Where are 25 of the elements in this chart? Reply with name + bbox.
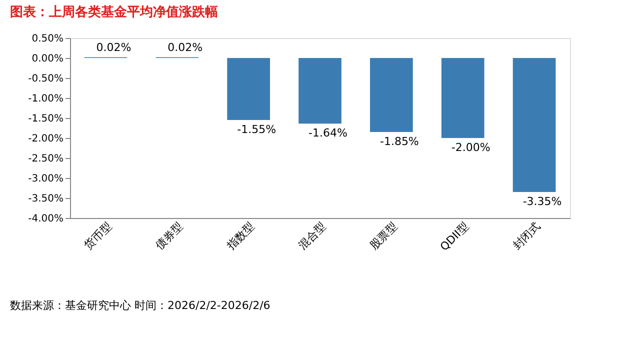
source-note: 数据来源：基金研究中心 时间：2026/2/2-2026/2/6 [10, 299, 270, 312]
data-label: -3.35% [522, 195, 562, 208]
x-tick-label: 混合型 [296, 220, 328, 252]
chart-title: 图表：上周各类基金平均净值涨跌幅 [10, 5, 218, 20]
data-label: -2.00% [451, 141, 490, 154]
x-tick-label: 指数型 [224, 220, 258, 254]
data-label: -1.64% [308, 126, 348, 140]
y-tick-label: 0.00% [32, 54, 64, 64]
x-tick-label: 封闭式 [510, 220, 543, 252]
data-label: 0.02% [96, 41, 132, 54]
y-tick-label: -3.00% [28, 174, 64, 184]
y-tick-label: -0.50% [28, 74, 64, 84]
data-label: -1.55% [237, 123, 276, 136]
x-tick-label: 债券型 [153, 220, 186, 252]
y-tick-label: -2.50% [28, 154, 64, 164]
y-tick-label: -1.50% [28, 114, 64, 124]
x-tick-label: 股票型 [367, 220, 400, 252]
y-tick-label: -4.00% [28, 214, 64, 224]
data-label: -1.85% [380, 135, 419, 148]
y-tick-label: -2.00% [28, 134, 64, 144]
y-tick-label: 0.50% [32, 34, 64, 44]
y-tick-label: -1.00% [28, 94, 64, 104]
x-tick-label: 货币型 [82, 220, 114, 252]
y-tick-label: -3.50% [28, 194, 64, 204]
data-label: 0.02% [168, 41, 203, 54]
